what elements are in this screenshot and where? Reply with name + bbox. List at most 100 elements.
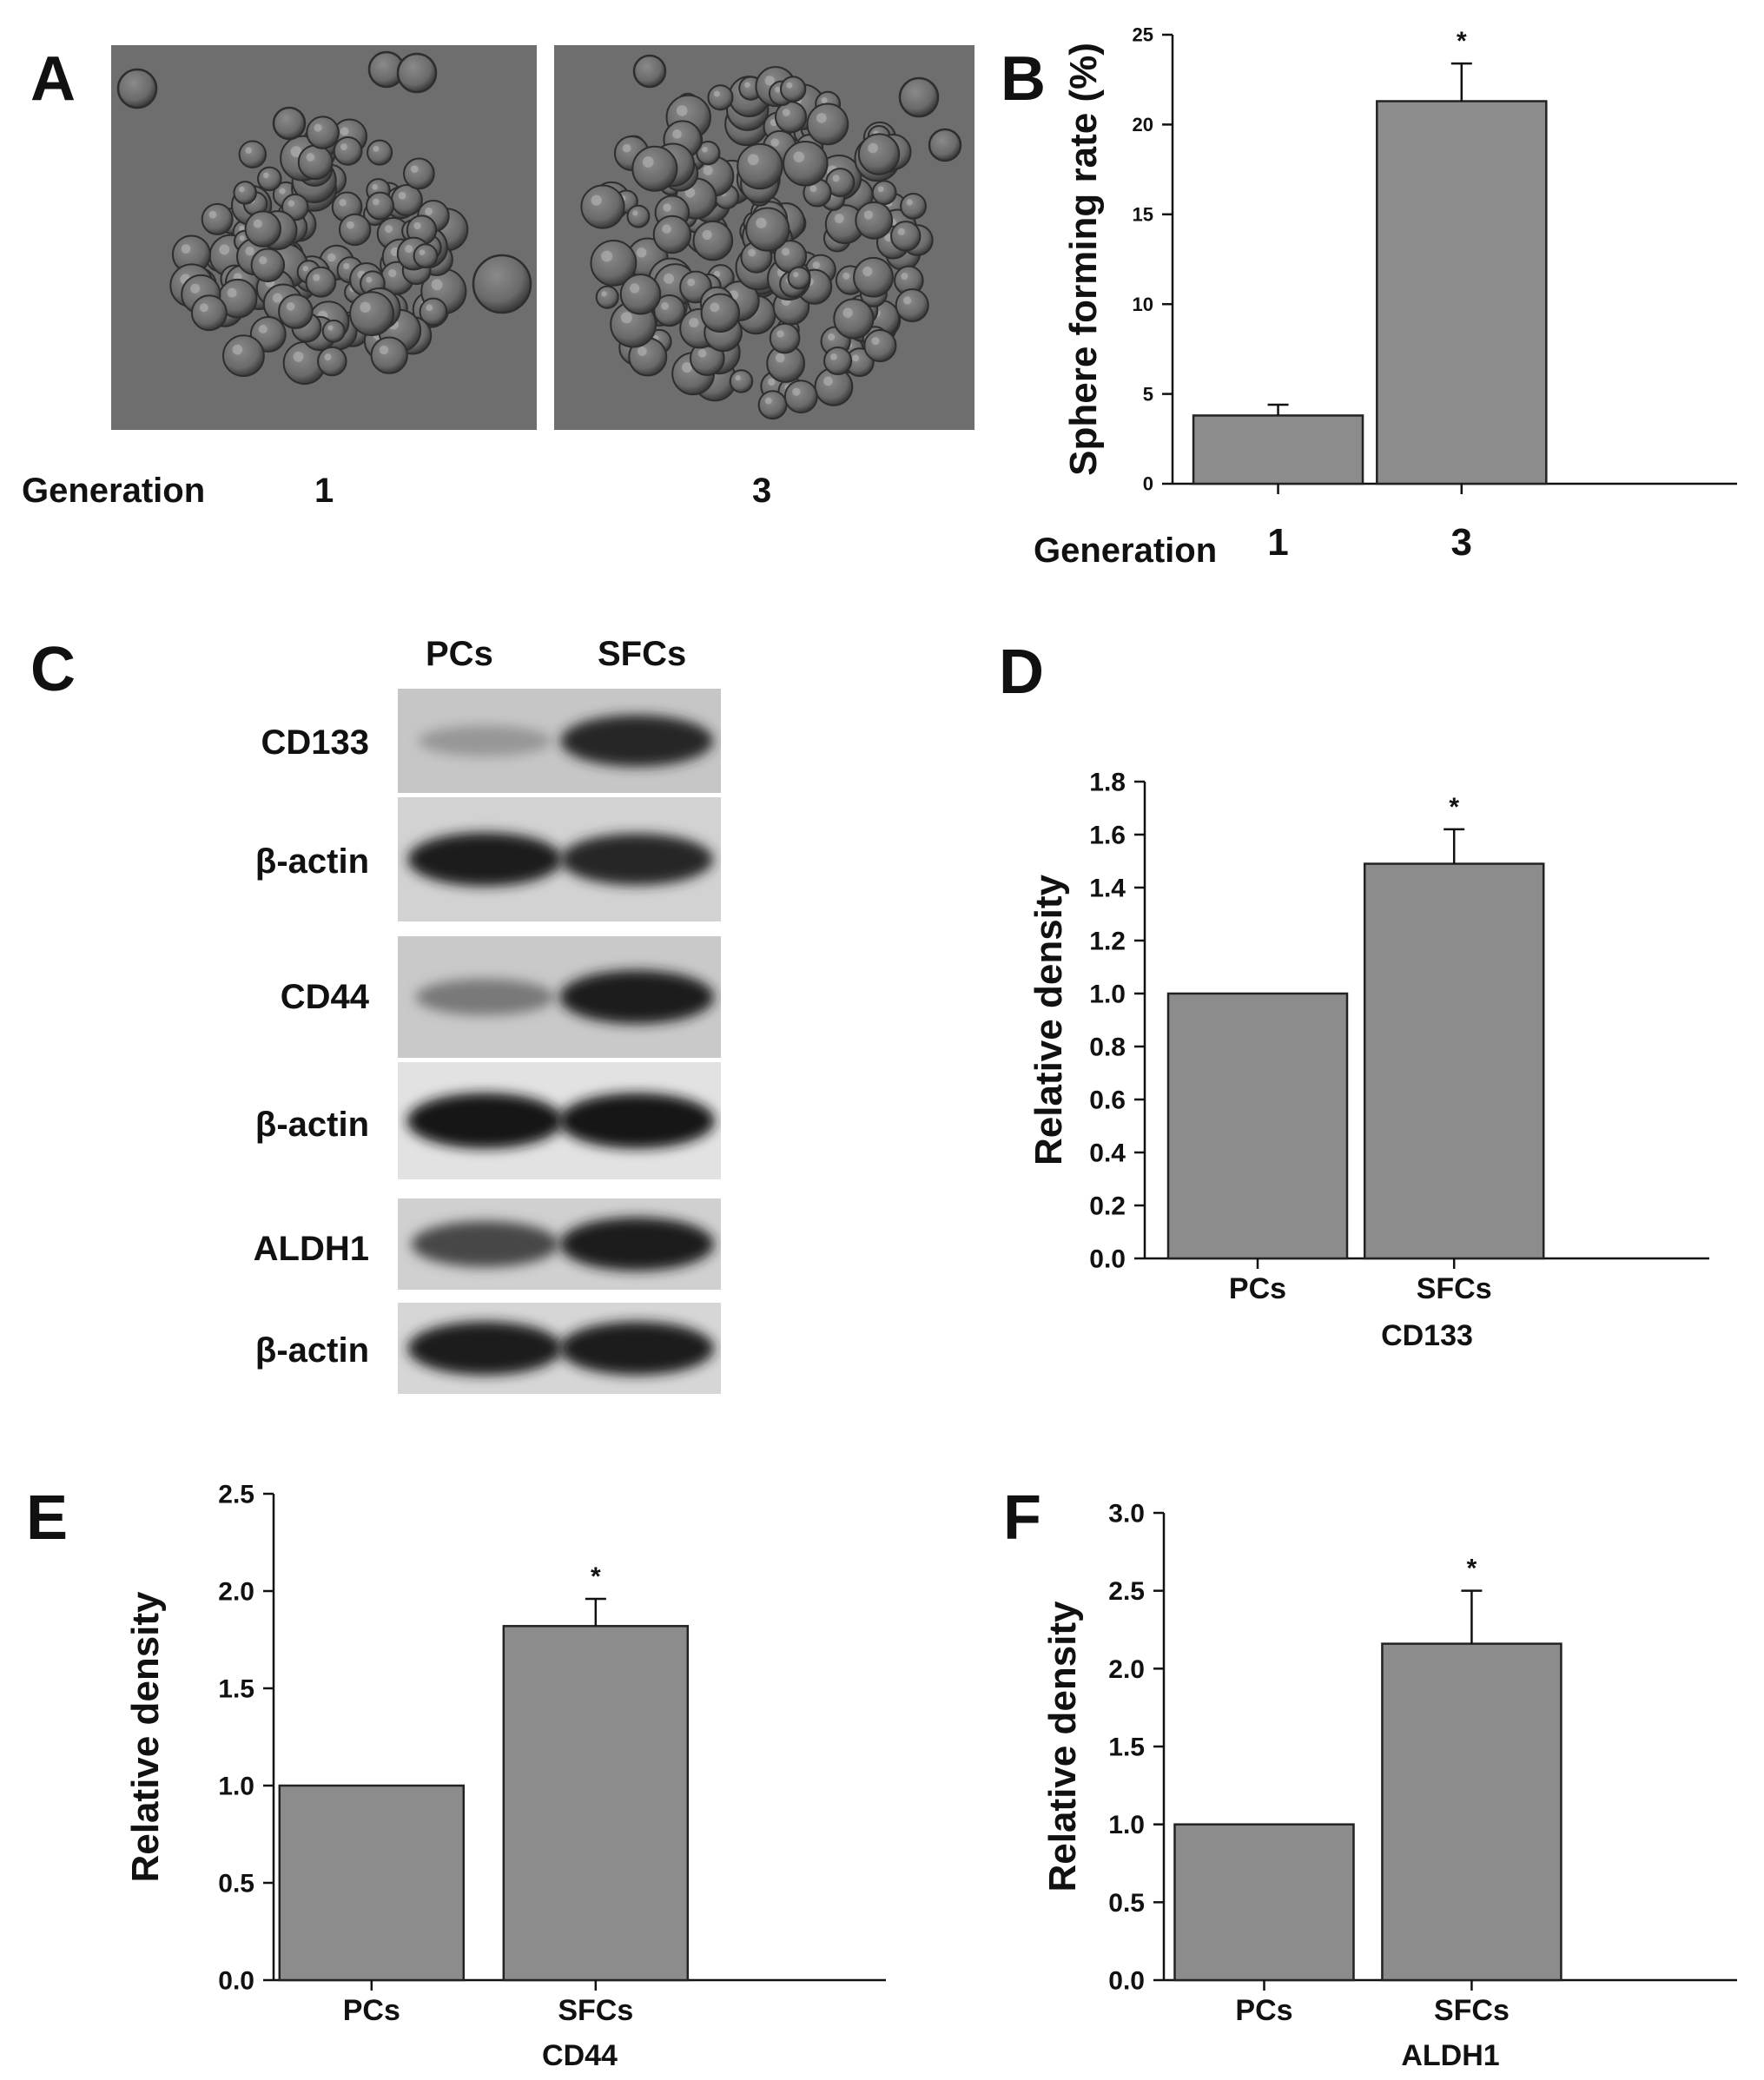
micrograph-generation-3	[554, 45, 974, 430]
bar-3	[1376, 100, 1548, 485]
cell	[321, 319, 346, 343]
chart-d: 0.0 0.2 0.4 0.6 0.8 1.0 1.2 1.4 1.6 1.8 PCs * SFCs CD…	[999, 747, 1746, 1372]
cell-highlight	[293, 351, 304, 362]
significance-marker: *	[591, 1562, 601, 1591]
blot-band	[559, 1321, 715, 1376]
cell	[201, 202, 234, 235]
cell	[281, 193, 309, 221]
panel-letter-a: A	[30, 44, 76, 114]
bar-sfcs	[1363, 862, 1545, 1260]
panel-a-image-label-1: 1	[314, 472, 334, 510]
blot-band	[558, 1093, 716, 1149]
panel-a-row-label: Generation	[22, 472, 206, 510]
cell-highlight	[770, 138, 779, 147]
blot-bands-cd44	[415, 970, 715, 1024]
cell	[652, 215, 692, 254]
panel-letter-e: E	[26, 1483, 69, 1553]
cell-highlight	[366, 276, 373, 283]
cell	[863, 329, 897, 363]
cell-highlight	[768, 378, 776, 386]
panel-letter-c: C	[30, 635, 76, 704]
y-tick-label: 0.0	[1089, 1245, 1126, 1274]
cell-highlight	[245, 147, 253, 154]
cell-highlight	[906, 199, 913, 206]
cell	[769, 322, 801, 354]
cell-highlight	[748, 248, 756, 257]
cell-highlight	[426, 304, 433, 312]
y-tick-label: 0.5	[1108, 1889, 1145, 1918]
cell	[349, 291, 394, 337]
chart-f-plot: 0.0 0.5 1.0 1.5 2.0 2.5 3.0 PCs * SFCs ALDH1 Relati…	[1041, 1500, 1737, 2072]
cell-highlight	[792, 387, 801, 396]
cell-highlight	[384, 225, 393, 234]
cell-highlight	[239, 186, 245, 193]
chart-e: 0.0 0.5 1.0 1.5 2.0 2.5 PCs * SFCs CD44 Relative d…	[87, 1468, 921, 2080]
y-tick-label: 15	[1133, 204, 1153, 226]
blot-strip-cd44	[398, 936, 721, 1058]
cell-highlight	[710, 302, 720, 313]
cell	[390, 183, 423, 217]
cell-highlight	[306, 153, 315, 162]
x-tick-label: SFCs	[1417, 1272, 1492, 1305]
cell-highlight	[232, 344, 243, 355]
blot-row-label: ALDH1	[253, 1230, 369, 1268]
cell-highlight	[852, 354, 859, 362]
cell-highlight	[343, 262, 350, 270]
cell	[779, 76, 807, 102]
bar-pcs	[278, 1784, 466, 1982]
x-tick-label: PCs	[1229, 1272, 1286, 1305]
cell	[580, 184, 625, 229]
cell	[774, 101, 808, 134]
cell-highlight	[219, 244, 230, 255]
cell	[745, 207, 790, 252]
cell	[787, 266, 811, 290]
y-tick-label: 1.2	[1089, 928, 1126, 956]
x-axis-label: CD133	[1381, 1319, 1473, 1352]
blot-band	[559, 1217, 715, 1271]
blot-bands-aldh1	[411, 1217, 715, 1271]
cell-highlight	[286, 301, 295, 311]
cell-highlight	[622, 143, 631, 153]
cell-highlight	[632, 210, 638, 216]
cell-highlight	[601, 250, 613, 262]
cell	[366, 191, 394, 221]
x-tick-label: PCs	[343, 1994, 400, 2027]
bar-pcs	[1166, 992, 1349, 1260]
blot-strip-cd133	[398, 689, 721, 793]
cell-highlight	[327, 325, 334, 331]
cell	[729, 369, 754, 393]
cell-highlight	[744, 82, 750, 89]
cell-highlight	[756, 217, 767, 228]
cell-highlight	[775, 86, 781, 93]
cell	[619, 274, 662, 315]
cell-highlight	[227, 287, 237, 298]
cell	[631, 145, 678, 192]
cell-highlight	[781, 248, 790, 256]
cell	[895, 287, 929, 323]
blot-band	[560, 715, 714, 767]
y-tick-label: 2.0	[218, 1578, 254, 1607]
cell-highlight	[816, 113, 827, 123]
cell-highlight	[360, 301, 371, 313]
blot-bands-beta-actin	[407, 1321, 715, 1376]
cell-highlight	[747, 154, 759, 166]
cell-highlight	[601, 291, 607, 297]
y-tick-label: 0.5	[218, 1870, 254, 1898]
x-tick-label: 1	[1267, 521, 1288, 564]
cell	[898, 76, 940, 118]
x-tick-label: PCs	[1235, 1994, 1292, 2027]
panel-letter-d: D	[999, 637, 1044, 707]
cell	[871, 180, 897, 206]
x-axis-label: CD44	[542, 2039, 618, 2072]
cell	[338, 213, 372, 247]
cell	[272, 106, 307, 141]
x-tick-label: SFCs	[1434, 1994, 1510, 2027]
cell-highlight	[842, 272, 850, 280]
bar-1	[1192, 414, 1364, 485]
cell-highlight	[832, 175, 840, 182]
cell	[857, 133, 901, 175]
micrograph-generation-3-cells	[580, 54, 962, 420]
cell-highlight	[793, 151, 805, 163]
cell-highlight	[764, 76, 775, 86]
cell	[590, 239, 638, 287]
